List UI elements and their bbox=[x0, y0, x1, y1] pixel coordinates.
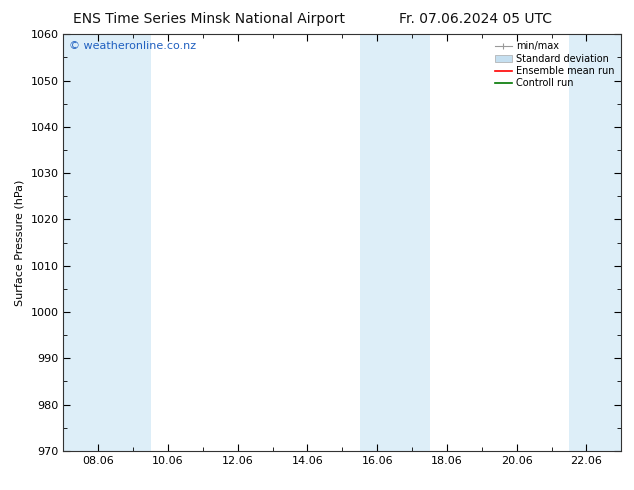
Text: ENS Time Series Minsk National Airport: ENS Time Series Minsk National Airport bbox=[73, 12, 346, 26]
Legend: min/max, Standard deviation, Ensemble mean run, Controll run: min/max, Standard deviation, Ensemble me… bbox=[491, 37, 618, 92]
Bar bbox=[63, 34, 81, 451]
Bar bbox=[359, 34, 394, 451]
Text: Fr. 07.06.2024 05 UTC: Fr. 07.06.2024 05 UTC bbox=[399, 12, 552, 26]
Bar bbox=[81, 34, 150, 451]
Y-axis label: Surface Pressure (hPa): Surface Pressure (hPa) bbox=[15, 179, 25, 306]
Bar bbox=[569, 34, 621, 451]
Bar bbox=[394, 34, 429, 451]
Text: © weatheronline.co.nz: © weatheronline.co.nz bbox=[69, 41, 196, 50]
